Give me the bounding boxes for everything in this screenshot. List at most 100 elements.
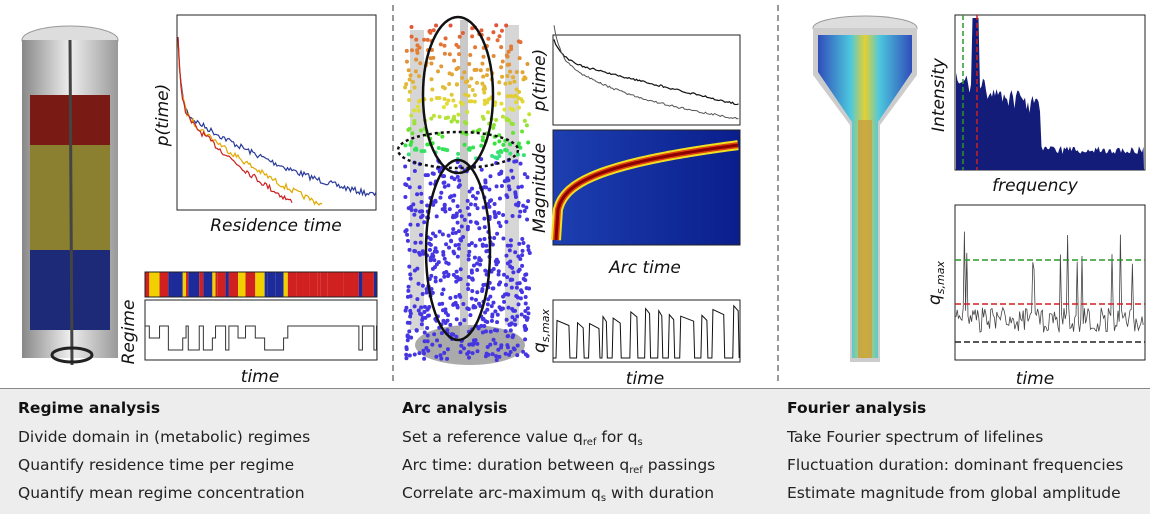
particle <box>511 176 515 180</box>
particle <box>441 253 445 257</box>
particle <box>447 234 451 238</box>
particle <box>513 309 517 313</box>
section-line: Quantify mean regime concentration <box>18 479 310 507</box>
particle <box>433 249 437 253</box>
particle <box>484 319 488 323</box>
particle <box>467 62 471 66</box>
particle <box>470 187 474 191</box>
particle <box>483 269 487 273</box>
particle <box>456 255 460 259</box>
particle <box>516 185 520 189</box>
particle <box>505 318 509 322</box>
particle <box>516 203 520 207</box>
particle <box>440 135 444 139</box>
particle <box>499 170 503 174</box>
particle <box>479 68 483 72</box>
particle <box>513 323 517 327</box>
section: Regime analysisDivide domain in (metabol… <box>18 399 310 507</box>
particle <box>499 45 503 49</box>
particle <box>430 77 434 81</box>
particle <box>451 98 455 102</box>
particle <box>483 225 487 229</box>
regime-stripe <box>238 272 245 297</box>
particle <box>475 349 479 353</box>
curve <box>178 37 376 196</box>
particle <box>483 310 487 314</box>
particle <box>406 295 410 299</box>
particle <box>471 194 475 198</box>
particle <box>457 247 461 251</box>
particle <box>447 273 451 277</box>
particle <box>514 192 518 196</box>
particle <box>463 143 467 147</box>
particle <box>438 196 442 200</box>
particle <box>432 28 436 32</box>
particle <box>527 112 531 116</box>
particle <box>419 192 423 196</box>
shaft <box>460 20 468 340</box>
particle <box>496 313 500 317</box>
particle <box>497 211 501 215</box>
particle <box>477 302 481 306</box>
particle <box>439 278 443 282</box>
text: passings <box>643 456 715 474</box>
section: Arc analysisSet a reference value qref f… <box>402 399 715 507</box>
particle <box>452 251 456 255</box>
particle <box>487 188 491 192</box>
particle <box>419 305 423 309</box>
particle <box>457 185 461 189</box>
particle <box>513 347 517 351</box>
regime-stripe <box>203 272 212 297</box>
particle <box>407 68 411 72</box>
particle <box>434 23 438 27</box>
particle <box>520 253 524 257</box>
regime-stripe <box>374 272 377 297</box>
particle <box>404 353 408 357</box>
particle <box>513 250 517 254</box>
particle <box>416 105 420 109</box>
particle <box>445 148 449 152</box>
particle <box>454 335 458 339</box>
particle <box>507 118 511 122</box>
particle <box>442 271 446 275</box>
regime-stripe <box>255 272 264 297</box>
particle <box>413 86 417 90</box>
particle <box>525 62 529 66</box>
particle <box>504 220 508 224</box>
particle <box>473 256 477 260</box>
particle <box>413 352 417 356</box>
particle <box>408 353 412 357</box>
particle <box>527 248 531 252</box>
particle <box>418 185 422 189</box>
particle <box>506 334 510 338</box>
particle <box>515 314 519 318</box>
particle <box>524 302 528 306</box>
particle <box>495 358 499 362</box>
particle <box>525 218 529 222</box>
particle <box>403 195 407 199</box>
particle <box>412 122 416 126</box>
particle <box>466 225 470 229</box>
particle <box>442 174 446 178</box>
particle <box>519 162 523 166</box>
particle <box>479 144 483 148</box>
regime-stripe <box>216 272 218 297</box>
particle <box>478 263 482 267</box>
particle <box>504 283 508 287</box>
particle <box>522 153 526 157</box>
section: Fourier analysisTake Fourier spectrum of… <box>787 399 1123 507</box>
particle <box>509 323 513 327</box>
regime-stripe <box>149 272 159 297</box>
particle <box>484 244 488 248</box>
particle <box>435 262 439 266</box>
particle <box>415 192 419 196</box>
axis-label: qs,max <box>530 309 552 353</box>
particle <box>497 91 501 95</box>
particle <box>435 338 439 342</box>
particle <box>434 234 438 238</box>
regime-stripe <box>168 272 171 297</box>
particle <box>410 25 414 29</box>
axis-label: Regime <box>119 300 139 365</box>
particle <box>510 315 514 319</box>
particle <box>415 48 419 52</box>
